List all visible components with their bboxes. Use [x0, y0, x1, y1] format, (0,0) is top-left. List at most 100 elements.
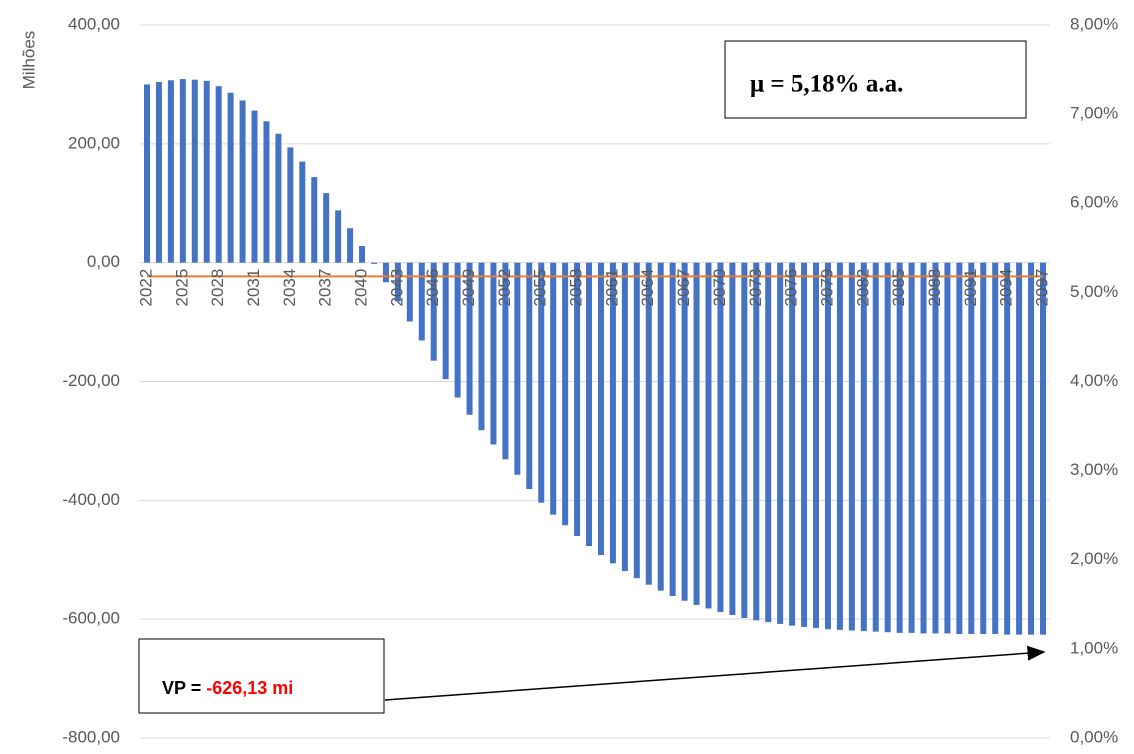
- bar: [621, 262, 628, 572]
- bar: [287, 147, 294, 263]
- bar: [155, 82, 162, 263]
- bar: [729, 262, 736, 616]
- bar: [1004, 262, 1011, 635]
- bar: [538, 262, 545, 503]
- bar: [299, 161, 306, 263]
- bar: [251, 110, 258, 263]
- bar: [813, 262, 820, 629]
- y2-tick-label: 3,00%: [1070, 460, 1118, 479]
- vp-annotation: VP = -626,13 mi: [162, 678, 293, 698]
- y-tick-label: -800,00: [62, 727, 120, 746]
- bar: [645, 262, 652, 585]
- bar: [597, 262, 604, 555]
- x-tick-label: 2022: [136, 269, 155, 307]
- x-tick-label: 2067: [674, 269, 693, 307]
- y-tick-label: 200,00: [68, 133, 120, 152]
- x-tick-label: 2046: [423, 269, 442, 307]
- bar: [932, 262, 939, 634]
- bar: [777, 262, 784, 624]
- bar: [633, 262, 640, 579]
- bar: [896, 262, 903, 633]
- bar: [370, 262, 377, 264]
- x-tick-label: 2049: [459, 269, 478, 307]
- x-tick-label: 2088: [925, 269, 944, 307]
- bar: [574, 262, 581, 536]
- bar: [526, 262, 533, 490]
- labels: -800,00 -600,00 -400,00 -200,00 0,00 200,00 40…: [62, 14, 1118, 746]
- x-tick-label: 2079: [817, 269, 836, 307]
- x-tick-label: 2091: [961, 269, 980, 307]
- y2-tick-label: 5,00%: [1070, 282, 1118, 301]
- bar: [884, 262, 891, 633]
- bar: [442, 262, 449, 380]
- x-tick-label: 2085: [889, 269, 908, 307]
- bar: [992, 262, 999, 635]
- bar: [717, 262, 724, 613]
- x-tick-label: 2073: [746, 269, 765, 307]
- bar: [359, 246, 366, 263]
- x-tick-label: 2070: [710, 269, 729, 307]
- bar: [765, 262, 772, 623]
- bar: [1016, 262, 1023, 635]
- y2-tick-label: 1,00%: [1070, 638, 1118, 657]
- bar: [836, 262, 843, 630]
- bar: [323, 193, 330, 263]
- bar: [167, 80, 174, 263]
- bar: [191, 79, 198, 263]
- x-tick-label: 2052: [495, 269, 514, 307]
- bar: [562, 262, 569, 526]
- y2-tick-label: 4,00%: [1070, 371, 1118, 390]
- bar: [908, 262, 915, 633]
- bar: [239, 100, 246, 263]
- bar: [454, 262, 461, 398]
- bar: [203, 80, 210, 263]
- x-tick-label: 2082: [853, 269, 872, 307]
- bar: [418, 262, 425, 341]
- bar: [705, 262, 712, 609]
- y-tick-label: 0,00: [87, 252, 120, 271]
- y2-tick-label: 8,00%: [1070, 14, 1118, 33]
- y2-tick-label: 0,00%: [1070, 727, 1118, 746]
- bar: [980, 262, 987, 635]
- bar: [514, 262, 521, 475]
- bar: [860, 262, 867, 632]
- bar: [478, 262, 485, 431]
- x-tick-label: 2058: [567, 269, 586, 307]
- bar: [872, 262, 879, 632]
- vp-value: -626,13 mi: [206, 678, 293, 698]
- x-tick-label: 2034: [280, 269, 299, 307]
- bar: [275, 133, 282, 263]
- bar: [335, 210, 342, 263]
- mean-annotation: μ = 5,18% a.a.: [750, 71, 903, 98]
- bar: [657, 262, 664, 591]
- bar: [968, 262, 975, 635]
- y-tick-label: -200,00: [62, 371, 120, 390]
- x-tick-label: 2031: [244, 269, 263, 307]
- bar: [347, 228, 354, 263]
- x-tick-label: 2043: [387, 269, 406, 307]
- bar: [741, 262, 748, 618]
- y-axis-title: Milhões: [19, 31, 38, 90]
- x-tick-label: 2040: [352, 269, 371, 307]
- y-tick-label: 400,00: [68, 14, 120, 33]
- x-tick-label: 2025: [172, 269, 191, 307]
- bar: [920, 262, 927, 634]
- x-tick-label: 2097: [1032, 269, 1051, 307]
- bar: [669, 262, 676, 596]
- bar: [263, 121, 270, 263]
- bar: [502, 262, 509, 460]
- bar: [430, 262, 437, 361]
- y-tick-label: -600,00: [62, 609, 120, 628]
- x-tick-label: 2055: [531, 269, 550, 307]
- bar: [753, 262, 760, 621]
- x-tick-label: 2064: [638, 269, 657, 307]
- y2-tick-label: 7,00%: [1070, 104, 1118, 123]
- x-tick-label: 2061: [602, 269, 621, 307]
- vp-box: [138, 638, 385, 714]
- bar: [406, 262, 413, 322]
- bar: [227, 92, 234, 263]
- bar: [466, 262, 473, 415]
- arrow: [384, 645, 1046, 701]
- y-tick-label: -400,00: [62, 490, 120, 509]
